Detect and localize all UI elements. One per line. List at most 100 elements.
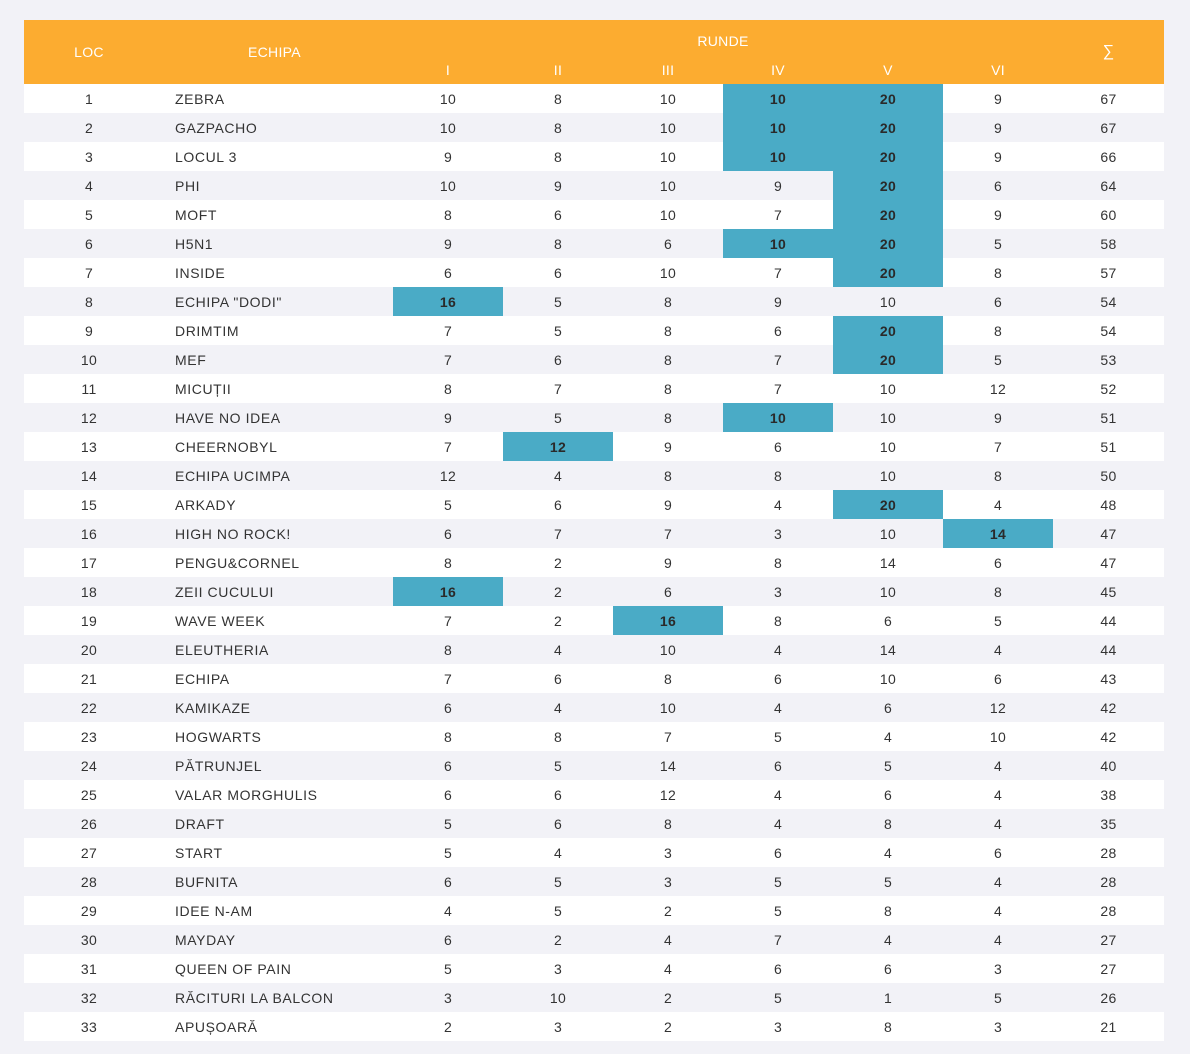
table-row: 24 PĂTRUNJEL 6 5 14 6 5 4 40 bbox=[24, 751, 1164, 780]
round-6-score-cell: 6 bbox=[943, 664, 1053, 693]
round-2-score-cell: 8 bbox=[503, 113, 613, 142]
rank-cell: 3 bbox=[24, 142, 154, 171]
round-6-score-cell: 5 bbox=[943, 606, 1053, 635]
round-3-score-cell: 8 bbox=[613, 664, 723, 693]
round-2-score-cell: 2 bbox=[503, 577, 613, 606]
rank-cell: 17 bbox=[24, 548, 154, 577]
round-5-score-cell: 8 bbox=[833, 809, 943, 838]
round-3-score-cell: 9 bbox=[613, 432, 723, 461]
table-row: 31 QUEEN OF PAIN 5 3 4 6 6 3 27 bbox=[24, 954, 1164, 983]
round-4-score-cell: 8 bbox=[723, 461, 833, 490]
rank-cell: 27 bbox=[24, 838, 154, 867]
round-5-score-cell: 5 bbox=[833, 751, 943, 780]
round-1-score-cell: 8 bbox=[393, 635, 503, 664]
table-row: 9 DRIMTIM 7 5 8 6 20 8 54 bbox=[24, 316, 1164, 345]
table-row: 21 ECHIPA 7 6 8 6 10 6 43 bbox=[24, 664, 1164, 693]
round-3-score-cell: 8 bbox=[613, 403, 723, 432]
round-1-score-cell: 7 bbox=[393, 606, 503, 635]
round-1-score-cell: 8 bbox=[393, 374, 503, 403]
round-1-score-cell: 9 bbox=[393, 229, 503, 258]
round-5-score-cell: 6 bbox=[833, 606, 943, 635]
round-5-score-cell: 10 bbox=[833, 403, 943, 432]
round-5-score-cell: 20 bbox=[833, 171, 943, 200]
rank-cell: 29 bbox=[24, 896, 154, 925]
table-row: 15 ARKADY 5 6 9 4 20 4 48 bbox=[24, 490, 1164, 519]
team-name-cell: WAVE WEEK bbox=[154, 606, 393, 635]
table-row: 1 ZEBRA 10 8 10 10 20 9 67 bbox=[24, 84, 1164, 113]
round-3-score-cell: 10 bbox=[613, 84, 723, 113]
round-4-score-cell: 3 bbox=[723, 1012, 833, 1041]
round-2-score-cell: 2 bbox=[503, 548, 613, 577]
round-2-score-cell: 5 bbox=[503, 316, 613, 345]
round-1-score-cell: 10 bbox=[393, 171, 503, 200]
round-2-score-cell: 8 bbox=[503, 229, 613, 258]
round-1-score-cell: 7 bbox=[393, 432, 503, 461]
table-row: 19 WAVE WEEK 7 2 16 8 6 5 44 bbox=[24, 606, 1164, 635]
total-score-cell: 27 bbox=[1053, 954, 1164, 983]
round-5-score-cell: 6 bbox=[833, 693, 943, 722]
round-2-score-cell: 6 bbox=[503, 258, 613, 287]
round-6-score-cell: 4 bbox=[943, 490, 1053, 519]
round-3-score-cell: 9 bbox=[613, 548, 723, 577]
rank-cell: 26 bbox=[24, 809, 154, 838]
round-6-score-cell: 8 bbox=[943, 258, 1053, 287]
round-4-score-cell: 10 bbox=[723, 113, 833, 142]
rank-cell: 15 bbox=[24, 490, 154, 519]
column-header-team: ECHIPA bbox=[154, 20, 393, 84]
column-header-loc: LOC bbox=[24, 20, 154, 84]
round-6-score-cell: 8 bbox=[943, 461, 1053, 490]
results-table-container: LOC ECHIPA RUNDE ∑ I II III IV V VI 1 ZEB… bbox=[24, 20, 1164, 1041]
round-2-score-cell: 5 bbox=[503, 287, 613, 316]
total-score-cell: 47 bbox=[1053, 519, 1164, 548]
round-3-score-cell: 2 bbox=[613, 896, 723, 925]
total-score-cell: 26 bbox=[1053, 983, 1164, 1012]
round-2-score-cell: 2 bbox=[503, 606, 613, 635]
round-1-score-cell: 5 bbox=[393, 809, 503, 838]
table-row: 14 ECHIPA UCIMPA 12 4 8 8 10 8 50 bbox=[24, 461, 1164, 490]
round-6-score-cell: 8 bbox=[943, 316, 1053, 345]
total-score-cell: 66 bbox=[1053, 142, 1164, 171]
total-score-cell: 58 bbox=[1053, 229, 1164, 258]
round-3-score-cell: 2 bbox=[613, 1012, 723, 1041]
column-header-round-2: II bbox=[503, 52, 613, 84]
rank-cell: 28 bbox=[24, 867, 154, 896]
round-4-score-cell: 4 bbox=[723, 809, 833, 838]
round-1-score-cell: 6 bbox=[393, 867, 503, 896]
total-score-cell: 51 bbox=[1053, 432, 1164, 461]
round-3-score-cell: 10 bbox=[613, 693, 723, 722]
round-5-score-cell: 20 bbox=[833, 229, 943, 258]
round-3-score-cell: 8 bbox=[613, 809, 723, 838]
round-3-score-cell: 6 bbox=[613, 229, 723, 258]
round-1-score-cell: 5 bbox=[393, 490, 503, 519]
round-6-score-cell: 14 bbox=[943, 519, 1053, 548]
round-5-score-cell: 20 bbox=[833, 84, 943, 113]
round-1-score-cell: 3 bbox=[393, 983, 503, 1012]
round-3-score-cell: 7 bbox=[613, 519, 723, 548]
rank-cell: 8 bbox=[24, 287, 154, 316]
table-row: 20 ELEUTHERIA 8 4 10 4 14 4 44 bbox=[24, 635, 1164, 664]
round-1-score-cell: 6 bbox=[393, 693, 503, 722]
rank-cell: 7 bbox=[24, 258, 154, 287]
team-name-cell: H5N1 bbox=[154, 229, 393, 258]
round-5-score-cell: 20 bbox=[833, 345, 943, 374]
round-4-score-cell: 4 bbox=[723, 693, 833, 722]
table-row: 22 KAMIKAZE 6 4 10 4 6 12 42 bbox=[24, 693, 1164, 722]
table-body: 1 ZEBRA 10 8 10 10 20 9 67 2 GAZPACHO 10 8 10 10 20 9 67 3… bbox=[24, 84, 1164, 1041]
total-score-cell: 21 bbox=[1053, 1012, 1164, 1041]
round-3-score-cell: 7 bbox=[613, 722, 723, 751]
table-row: 8 ECHIPA "DODI" 16 5 8 9 10 6 54 bbox=[24, 287, 1164, 316]
total-score-cell: 47 bbox=[1053, 548, 1164, 577]
round-5-score-cell: 20 bbox=[833, 316, 943, 345]
table-row: 18 ZEII CUCULUI 16 2 6 3 10 8 45 bbox=[24, 577, 1164, 606]
round-2-score-cell: 5 bbox=[503, 751, 613, 780]
team-name-cell: DRIMTIM bbox=[154, 316, 393, 345]
team-name-cell: PENGU&CORNEL bbox=[154, 548, 393, 577]
team-name-cell: MOFT bbox=[154, 200, 393, 229]
round-3-score-cell: 14 bbox=[613, 751, 723, 780]
round-2-score-cell: 8 bbox=[503, 722, 613, 751]
round-1-score-cell: 5 bbox=[393, 838, 503, 867]
round-2-score-cell: 8 bbox=[503, 84, 613, 113]
round-5-score-cell: 8 bbox=[833, 896, 943, 925]
round-4-score-cell: 5 bbox=[723, 867, 833, 896]
round-4-score-cell: 10 bbox=[723, 142, 833, 171]
